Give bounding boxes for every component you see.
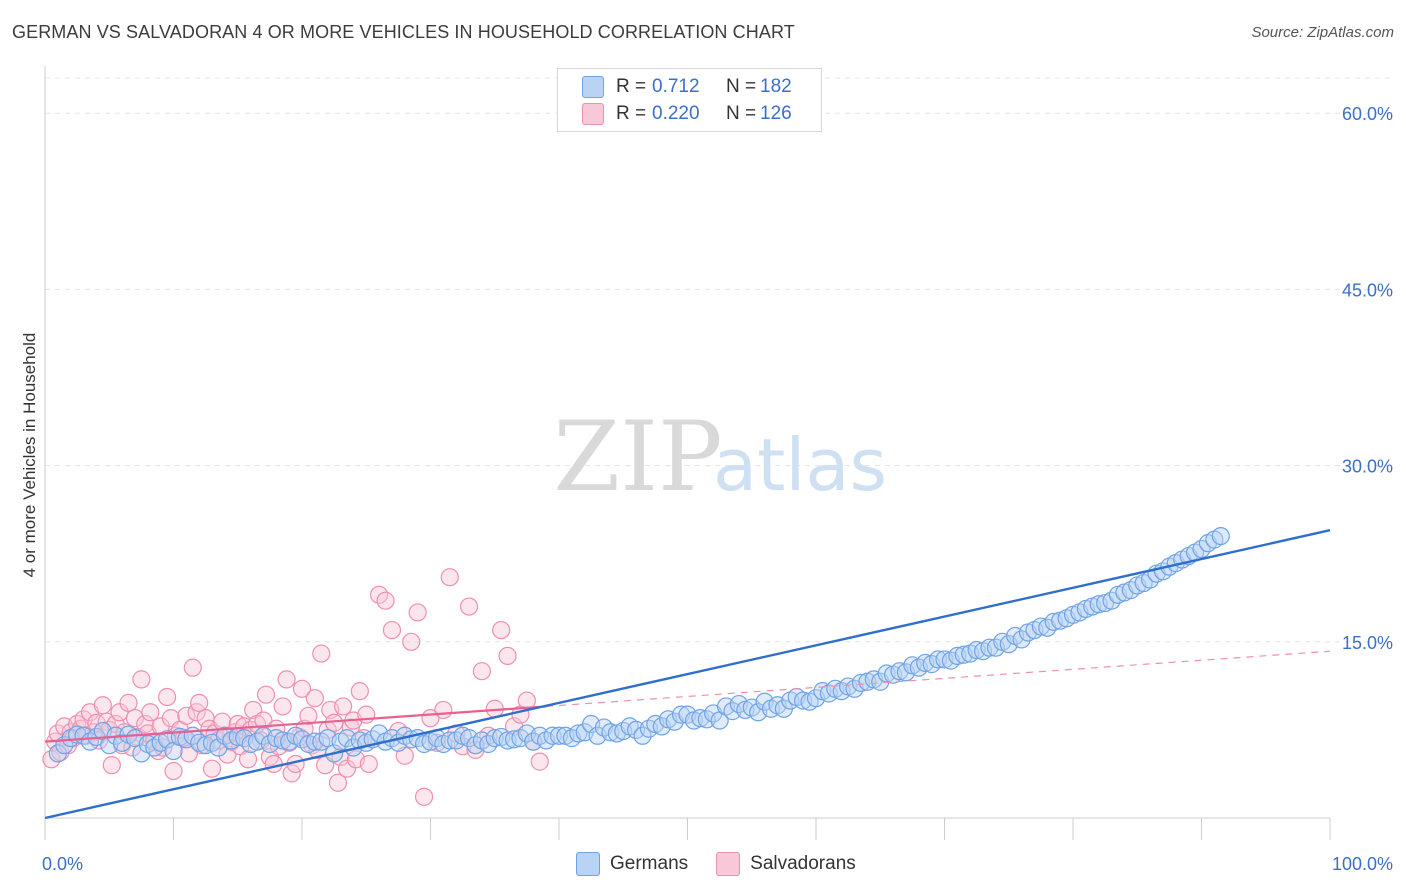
- n-value: 182: [760, 76, 792, 97]
- legend-item-germans[interactable]: Germans: [576, 852, 688, 876]
- german-point: [569, 724, 588, 743]
- salvadoran-point: [334, 697, 353, 716]
- salvadoran-point: [254, 711, 273, 730]
- salvadoran-point: [328, 773, 348, 792]
- salvadoran-point: [434, 700, 453, 720]
- legend-item-salvadorans[interactable]: Salvadorans: [716, 852, 856, 876]
- salvadoran-point: [382, 620, 402, 640]
- n-value: 126: [760, 103, 792, 124]
- watermark: ZIP atlas: [553, 401, 887, 513]
- source-label: Source: ZipAtlas.com: [1251, 24, 1394, 41]
- salvadoran-point: [305, 689, 324, 708]
- salvadoran-point: [282, 764, 301, 783]
- salvadoran-point: [183, 658, 202, 677]
- x-tick-label: 0.0%: [42, 854, 83, 874]
- salvadoran-point: [325, 713, 344, 732]
- german-point: [633, 726, 652, 745]
- chart-title: GERMAN VS SALVADORAN 4 OR MORE VEHICLES …: [12, 22, 795, 42]
- salvadoran-point: [177, 706, 196, 725]
- salvadoran-point: [190, 693, 209, 712]
- trend-lines: [44, 529, 1331, 820]
- r-label: R =: [616, 103, 647, 124]
- salvadoran-point: [350, 682, 369, 701]
- salvadoran-point: [157, 687, 177, 707]
- watermark-zip: ZIP: [553, 401, 722, 513]
- germans-trend-line: [44, 529, 1331, 820]
- salvadoran-point: [492, 620, 511, 640]
- salvadoran-point: [273, 697, 292, 716]
- y-tick-label: 60.0%: [1342, 104, 1393, 124]
- salvadoran-point: [440, 568, 459, 587]
- salvadorans-points: [42, 568, 549, 806]
- salvadoran-point: [264, 754, 283, 774]
- salvadoran-point: [141, 703, 160, 722]
- watermark-atlas: atlas: [713, 423, 887, 507]
- r-value: 0.220: [652, 103, 700, 124]
- salvadoran-point: [102, 756, 121, 775]
- legend-row-salvadorans: R = 0.220 N = 126: [582, 102, 792, 126]
- salvadoran-point: [164, 761, 183, 781]
- salvadoran-point: [119, 693, 138, 712]
- legend-row-germans: R = 0.712 N = 182: [582, 75, 792, 99]
- salvadoran-point: [402, 632, 421, 651]
- salvadoran-point: [376, 591, 395, 610]
- y-tick-label: 45.0%: [1342, 280, 1393, 300]
- stats-legend: R = 0.712 N = 182 R = 0.220 N = 126: [557, 68, 822, 132]
- salvadoran-point: [256, 685, 276, 704]
- x-tick-label: 100.0%: [1332, 854, 1393, 874]
- series-legend: Germans Salvadorans: [576, 852, 884, 876]
- german-point: [1012, 630, 1031, 649]
- salvadoran-point: [202, 759, 222, 778]
- salvadorans-trend-line: [44, 705, 547, 743]
- r-value: 0.712: [652, 76, 700, 97]
- german-point: [543, 726, 562, 745]
- salvadorans-trend-dashed: [546, 650, 1331, 708]
- salvadorans-legend-swatch: [716, 852, 741, 876]
- y-tick-label: 30.0%: [1342, 457, 1393, 477]
- salvadoran-point: [498, 646, 517, 666]
- salvadoran-point: [299, 706, 318, 725]
- salvadoran-point: [132, 670, 151, 689]
- salvadoran-point: [408, 603, 427, 622]
- salvadoran-point: [414, 787, 434, 806]
- germans-swatch: [582, 76, 604, 98]
- salvadoran-point: [238, 750, 258, 769]
- german-point: [601, 723, 620, 742]
- germans-legend-label: Germans: [610, 853, 689, 874]
- n-label: N =: [726, 103, 757, 124]
- salvadorans-swatch: [582, 103, 604, 125]
- axes: [44, 66, 1331, 840]
- tick-labels: 15.0% 30.0% 45.0% 60.0% 0.0% 100.0%: [42, 104, 1393, 874]
- salvadoran-point: [459, 597, 479, 616]
- salvadoran-point: [312, 644, 331, 663]
- salvadoran-point: [359, 754, 378, 774]
- salvadoran-point: [292, 679, 312, 698]
- salvadoran-point: [357, 705, 376, 724]
- salvadoran-point: [93, 696, 112, 715]
- n-label: N =: [726, 76, 757, 97]
- germans-legend-swatch: [576, 852, 600, 876]
- salvadoran-point: [530, 752, 549, 771]
- german-point: [723, 702, 742, 721]
- salvadoran-point: [277, 670, 296, 689]
- salvadoran-point: [472, 662, 491, 681]
- salvadorans-legend-label: Salvadorans: [750, 853, 856, 874]
- y-tick-label: 15.0%: [1342, 633, 1393, 653]
- german-point: [1211, 526, 1230, 546]
- r-label: R =: [616, 76, 647, 97]
- german-point: [928, 650, 948, 669]
